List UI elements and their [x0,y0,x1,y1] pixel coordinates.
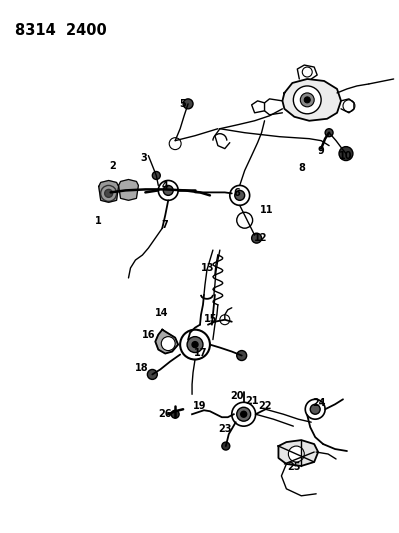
Circle shape [305,399,325,419]
Circle shape [171,410,179,418]
Text: 8: 8 [299,163,306,173]
Text: 11: 11 [260,205,273,215]
Circle shape [169,138,181,150]
Circle shape [183,99,193,109]
Circle shape [220,315,230,325]
Text: 1: 1 [95,216,102,226]
Circle shape [293,86,321,114]
Circle shape [302,67,312,77]
Circle shape [161,337,175,351]
Text: 2: 2 [109,160,116,171]
Circle shape [235,190,245,200]
Text: 12: 12 [254,233,267,243]
Text: 15: 15 [204,314,218,324]
Text: 13: 13 [201,263,215,273]
Circle shape [325,129,333,136]
Text: 8314  2400: 8314 2400 [15,23,107,38]
Polygon shape [99,181,119,203]
Polygon shape [119,180,138,200]
Text: 20: 20 [230,391,243,401]
Text: 3: 3 [140,152,147,163]
Text: 7: 7 [162,220,169,230]
Text: 23: 23 [218,424,231,434]
Circle shape [192,342,198,348]
Polygon shape [279,440,318,466]
Text: 9: 9 [318,146,324,156]
Circle shape [158,181,178,200]
Text: 4: 4 [162,181,169,191]
Text: 6: 6 [233,188,240,198]
Circle shape [232,402,256,426]
Text: 14: 14 [154,308,168,318]
Polygon shape [282,79,341,121]
Circle shape [300,93,314,107]
Circle shape [237,351,247,360]
Text: 24: 24 [312,398,326,408]
Text: 22: 22 [258,401,271,411]
Text: 21: 21 [245,397,259,406]
Circle shape [184,336,192,344]
Circle shape [180,330,210,360]
Circle shape [147,369,157,379]
Text: 19: 19 [193,401,207,411]
Text: 18: 18 [134,364,148,374]
Polygon shape [155,330,178,353]
Text: 26: 26 [158,409,172,419]
Circle shape [101,185,117,201]
Circle shape [343,100,355,112]
Circle shape [288,446,304,462]
Circle shape [304,97,310,103]
Text: 17: 17 [194,348,208,358]
Text: 5: 5 [180,99,186,109]
Circle shape [237,212,253,228]
Circle shape [230,185,250,205]
Circle shape [187,337,203,352]
Circle shape [163,185,173,196]
Text: 25: 25 [288,462,301,472]
Circle shape [310,404,320,414]
Circle shape [152,172,160,180]
Circle shape [241,411,247,417]
Text: 10: 10 [339,151,353,160]
Circle shape [339,147,353,160]
Circle shape [252,233,262,243]
Circle shape [105,189,113,197]
Circle shape [222,442,230,450]
Circle shape [237,407,251,421]
Text: 16: 16 [142,329,155,340]
